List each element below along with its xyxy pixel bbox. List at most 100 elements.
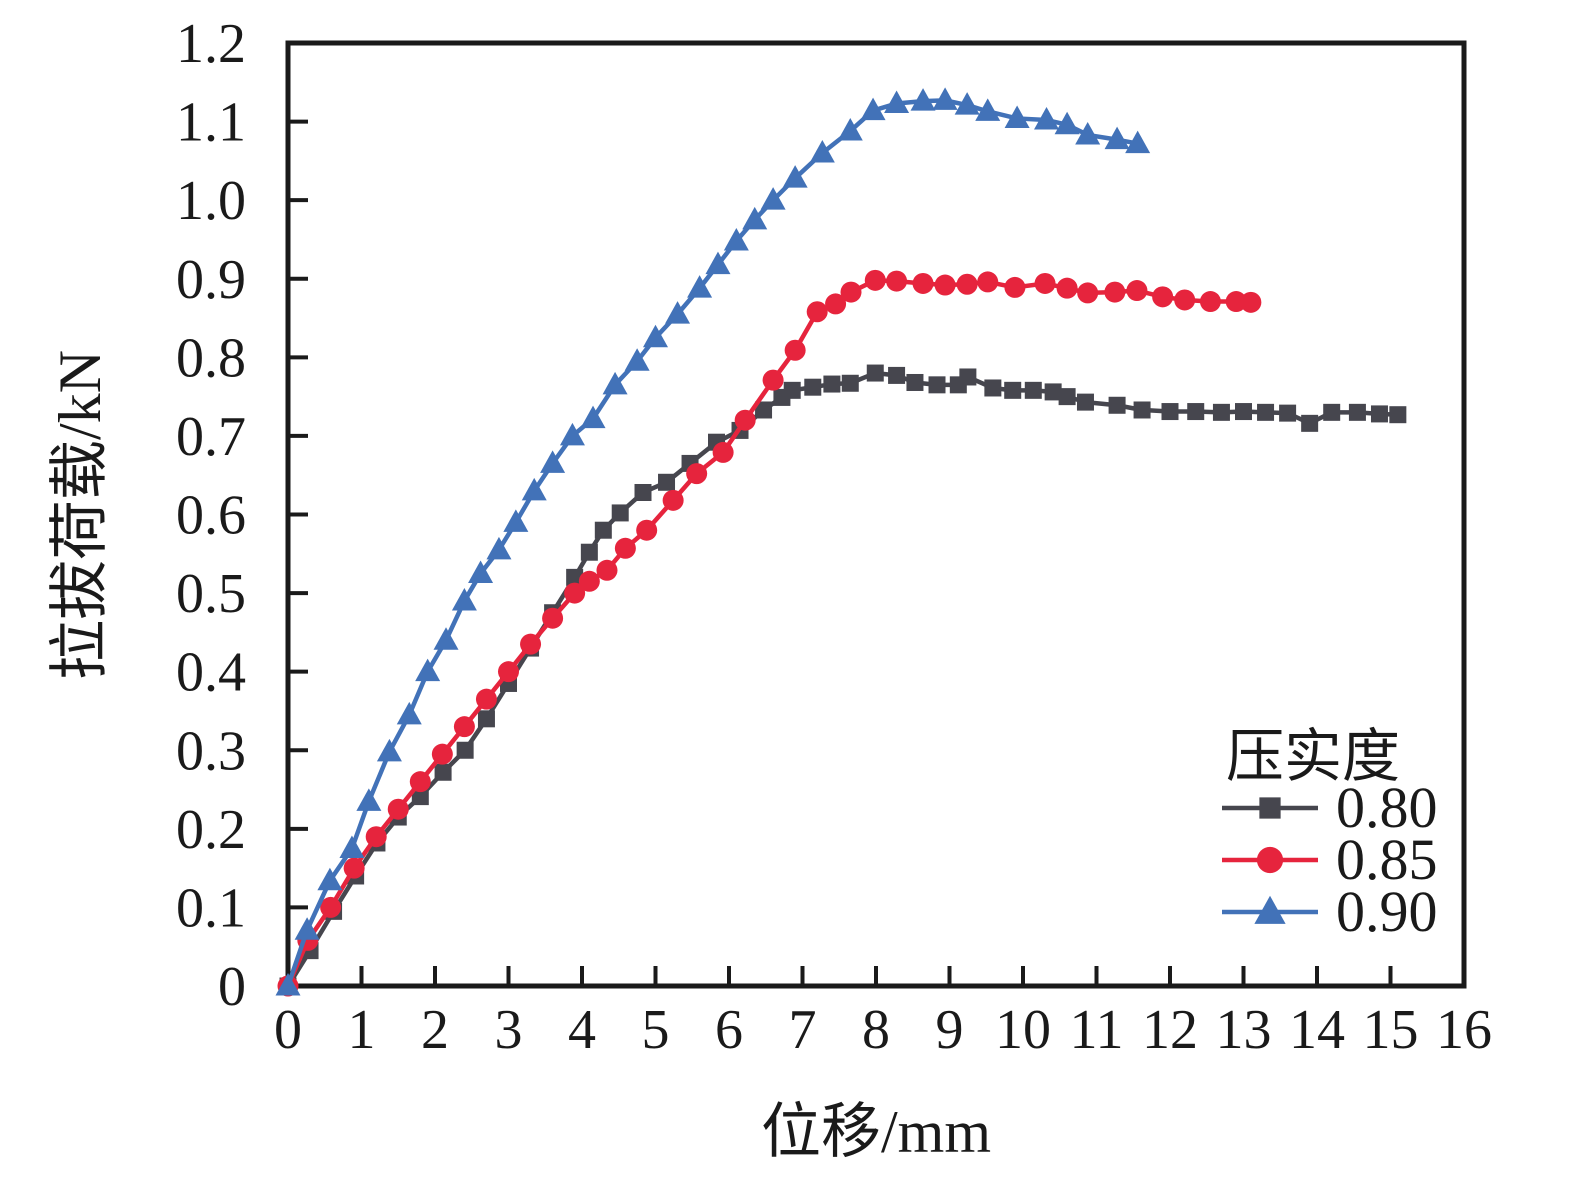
- legend-entry-0.90: 0.90: [1222, 879, 1438, 944]
- circle-marker: [886, 270, 908, 292]
- square-marker: [783, 381, 801, 399]
- circle-marker: [956, 273, 978, 295]
- x-tick-label: 1: [348, 999, 376, 1061]
- legend-title: 压实度: [1226, 724, 1400, 789]
- square-marker: [1108, 396, 1126, 414]
- triangle-marker: [975, 98, 1001, 121]
- circle-marker: [1034, 272, 1056, 294]
- triangle-marker: [339, 835, 365, 858]
- circle-marker: [912, 272, 934, 294]
- square-marker: [1235, 403, 1252, 421]
- square-marker: [1187, 403, 1205, 421]
- circle-marker: [431, 743, 453, 765]
- circle-marker: [762, 369, 784, 391]
- triangle-marker: [1004, 105, 1030, 128]
- square-marker: [841, 374, 859, 392]
- circle-marker: [1126, 280, 1148, 302]
- x-tick-label: 6: [715, 999, 743, 1061]
- x-tick-label: 10: [995, 999, 1051, 1061]
- square-marker: [1389, 406, 1407, 424]
- square-marker: [959, 368, 977, 386]
- x-tick-label: 8: [862, 999, 890, 1061]
- circle-marker: [365, 826, 387, 848]
- circle-marker: [784, 339, 806, 361]
- triangle-marker: [1254, 895, 1286, 924]
- square-marker: [804, 378, 822, 396]
- y-tick-label: 0.4: [176, 642, 246, 704]
- x-tick-label: 2: [421, 999, 449, 1061]
- circle-marker: [1256, 846, 1284, 874]
- square-marker: [1024, 381, 1042, 399]
- triangle-marker: [415, 658, 441, 682]
- series-line-0.90: [285, 98, 1139, 987]
- triangle-marker: [503, 509, 529, 532]
- circle-marker: [1077, 282, 1099, 304]
- square-marker: [456, 741, 474, 759]
- y-tick-label: 1.2: [176, 13, 246, 75]
- square-marker: [866, 364, 884, 382]
- triangle-marker: [356, 788, 382, 811]
- square-marker: [411, 788, 429, 806]
- triangle-marker: [760, 187, 786, 210]
- circle-marker: [686, 463, 708, 485]
- y-tick-label: 0.7: [176, 406, 246, 468]
- x-tick-label: 12: [1142, 999, 1198, 1061]
- series-0.90: [275, 87, 1151, 996]
- triangle-marker: [602, 371, 628, 395]
- square-marker: [1279, 404, 1297, 422]
- circle-marker: [453, 716, 475, 738]
- triangle-marker: [294, 917, 320, 940]
- x-tick-label: 5: [642, 999, 670, 1061]
- circle-marker: [1240, 291, 1262, 313]
- x-tick-label: 7: [789, 999, 817, 1061]
- plot-area: 0 1 2 3 4 5 6 7 8 9 10 11 12 13 14 15 1600.10.20.30.40.5…: [176, 13, 1492, 1061]
- triangle-marker: [643, 324, 668, 348]
- circle-marker: [1174, 289, 1196, 311]
- triangle-marker: [1034, 107, 1060, 130]
- square-marker: [1076, 393, 1094, 411]
- square-marker: [634, 483, 652, 501]
- square-marker: [1133, 401, 1151, 419]
- triangle-marker: [809, 140, 835, 163]
- triangle-marker: [782, 165, 808, 188]
- series-line-0.80: [286, 370, 1398, 988]
- triangle-marker: [723, 228, 749, 251]
- triangle-marker: [705, 251, 731, 275]
- circle-marker: [596, 559, 618, 581]
- x-tick-label: 11: [1070, 999, 1124, 1061]
- triangle-marker: [837, 118, 863, 141]
- circle-marker: [662, 489, 684, 511]
- triangle-marker: [1054, 111, 1080, 135]
- y-tick-label: 0.3: [176, 720, 246, 782]
- triangle-marker: [275, 973, 301, 996]
- circle-marker: [712, 441, 734, 463]
- square-marker: [1257, 403, 1275, 421]
- square-marker: [984, 379, 1002, 397]
- x-tick-label: 4: [568, 999, 596, 1061]
- square-marker: [477, 710, 495, 728]
- y-tick-label: 0.1: [176, 877, 246, 939]
- legend-label: 0.90: [1336, 879, 1438, 944]
- circle-marker: [806, 301, 828, 323]
- triangle-marker: [884, 90, 910, 114]
- series-0.80: [279, 364, 1407, 995]
- triangle-marker: [1104, 126, 1130, 150]
- square-marker: [1259, 797, 1281, 819]
- y-tick-label: 0: [218, 956, 246, 1018]
- circle-marker: [1104, 281, 1126, 303]
- triangle-marker: [932, 87, 958, 110]
- x-tick-label: 9: [936, 999, 964, 1061]
- triangle-marker: [433, 627, 459, 650]
- triangle-marker: [580, 405, 606, 429]
- square-marker: [1323, 403, 1341, 421]
- triangle-marker: [860, 97, 886, 121]
- square-marker: [928, 376, 946, 394]
- legend-label: 0.85: [1336, 827, 1438, 892]
- triangle-marker: [665, 301, 691, 324]
- triangle-marker: [486, 536, 512, 560]
- y-axis: 0 0.1 0.2 0.3 0.4 0.5 0.6 0.7 0.8 0.9 1.0 1.1 1.2: [176, 13, 308, 1018]
- circle-marker: [475, 688, 497, 710]
- square-marker: [1212, 403, 1230, 421]
- y-tick-label: 0.6: [176, 485, 246, 547]
